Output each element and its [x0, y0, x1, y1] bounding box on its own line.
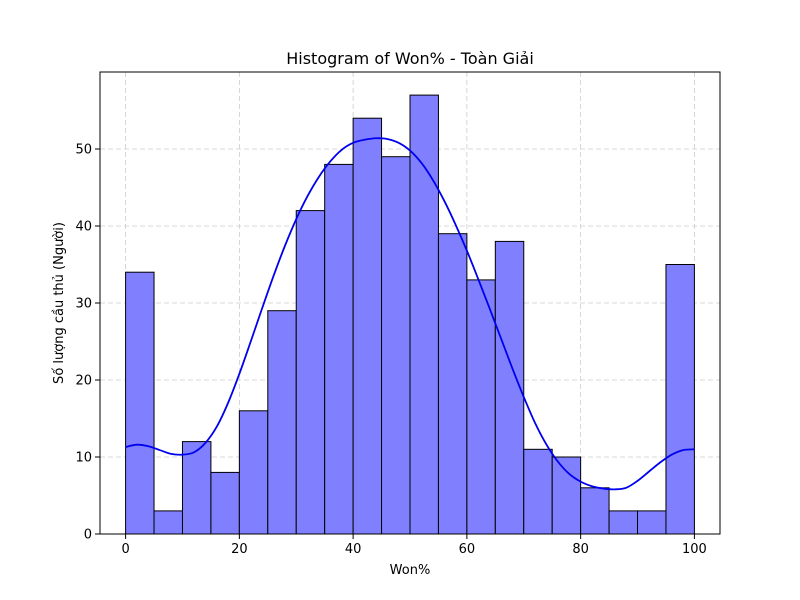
- histogram-bar-15: [551, 456, 582, 535]
- histogram-bar-2: [181, 441, 212, 535]
- y-tick-label-4: 40: [75, 220, 92, 235]
- x-axis-label: Won%: [390, 563, 431, 578]
- histogram-bar-8: [352, 117, 383, 535]
- histogram-bar-7: [324, 163, 354, 535]
- x-tick-label-0: 0: [121, 542, 129, 557]
- histogram-bar-9: [381, 156, 411, 535]
- histogram-bar-12: [466, 279, 496, 535]
- y-tick-label-5: 50: [75, 143, 92, 158]
- histogram-bar-14: [523, 448, 553, 535]
- histogram-bar-17: [608, 510, 639, 535]
- kde-curve: [125, 137, 695, 491]
- y-tick-label-0: 0: [84, 528, 92, 543]
- histogram-bar-19: [665, 264, 695, 535]
- histogram-bar-4: [238, 410, 269, 535]
- x-tick-label-5: 100: [682, 542, 707, 557]
- x-tick-label-3: 60: [459, 542, 476, 557]
- histogram-bar-18: [637, 510, 667, 535]
- x-tick-label-2: 40: [345, 542, 362, 557]
- y-tick-label-2: 20: [75, 374, 92, 389]
- y-tick-label-3: 30: [75, 297, 92, 312]
- histogram-bar-16: [580, 487, 610, 535]
- histogram-bar-11: [437, 233, 468, 535]
- x-axis-ticks: 0 20 40 60 80 100: [121, 534, 707, 557]
- x-tick-label-4: 80: [572, 542, 589, 557]
- histogram-bars: [125, 94, 695, 535]
- histogram-bar-6: [295, 210, 326, 535]
- x-tick-label-1: 20: [231, 542, 248, 557]
- chart-title: Histogram of Won% - Toàn Giải: [286, 49, 534, 68]
- histogram-bar-10: [409, 94, 439, 535]
- histogram-bar-5: [267, 310, 297, 535]
- y-tick-label-1: 10: [75, 451, 92, 466]
- y-axis-ticks: 0 10 20 30 40 50: [75, 143, 100, 543]
- histogram-bar-1: [153, 510, 183, 535]
- histogram-bar-3: [210, 471, 240, 535]
- y-axis-label: Số lượng cầu thủ (Người): [52, 222, 67, 384]
- histogram-bar-0: [125, 271, 155, 535]
